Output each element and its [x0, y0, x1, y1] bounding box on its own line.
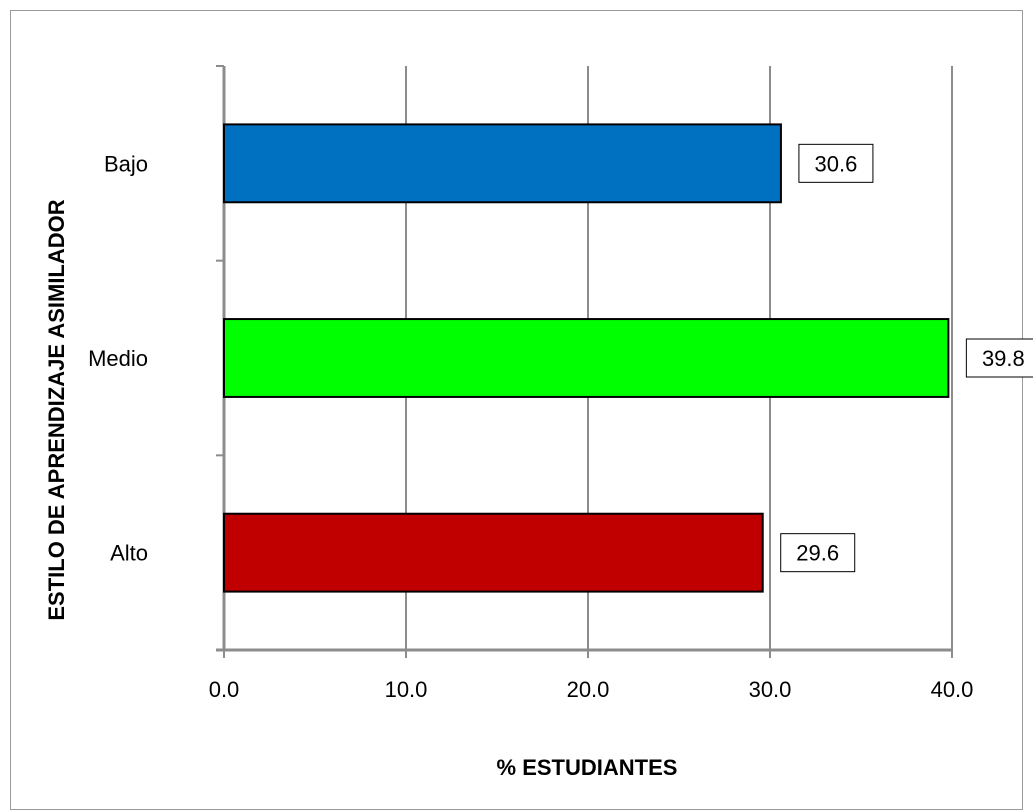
category-labels: Bajo Medio Alto: [88, 151, 148, 565]
data-label: 39.8: [982, 346, 1025, 371]
bars: [223, 123, 950, 593]
category-label: Medio: [88, 346, 148, 371]
data-label-box: [798, 143, 874, 183]
data-label-box: [780, 533, 856, 573]
data-label: 29.6: [796, 541, 839, 566]
x-tick-label: 10.0: [385, 677, 428, 702]
category-label: Alto: [110, 541, 148, 566]
bar-medio: [223, 318, 950, 398]
x-tick-label: 30.0: [749, 677, 792, 702]
x-axis-title: % ESTUDIANTES: [497, 755, 678, 780]
x-tick-labels: 0.0 10.0 20.0 30.0 40.0: [209, 677, 974, 702]
y-axis-title: ESTILO DE APRENDIZAJE ASIMILADOR: [44, 199, 69, 620]
data-labels: 30.6 39.8 29.6: [780, 143, 1033, 573]
category-label: Bajo: [104, 151, 148, 176]
bar-alto: [223, 512, 764, 593]
data-label: 30.6: [815, 151, 858, 176]
x-tick-label: 40.0: [931, 677, 974, 702]
bar-bajo: [223, 123, 782, 204]
data-label-box: [965, 338, 1033, 378]
x-tick-label: 0.0: [209, 677, 240, 702]
x-tick-label: 20.0: [567, 677, 610, 702]
